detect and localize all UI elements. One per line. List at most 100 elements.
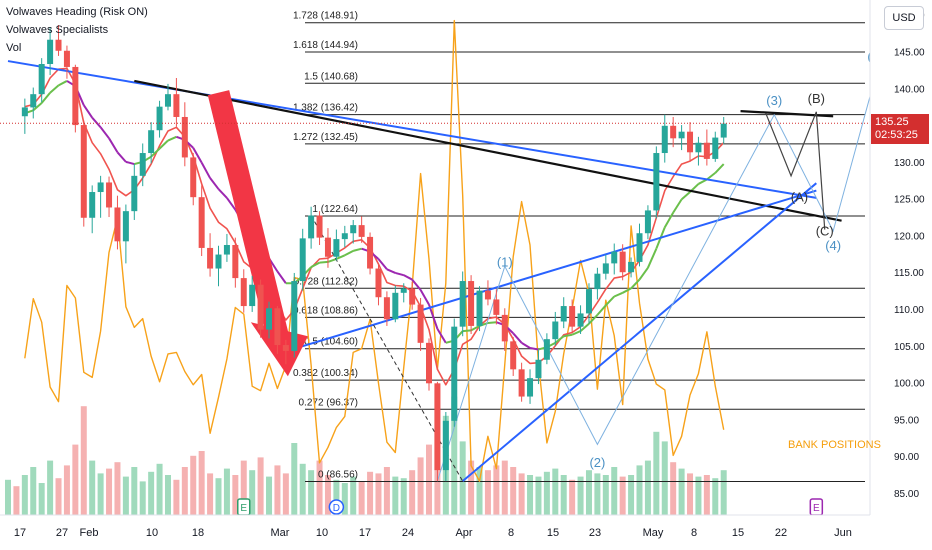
volume-bar xyxy=(89,460,96,515)
volume-bar xyxy=(527,475,534,515)
trend-ma-segment xyxy=(579,322,590,332)
volume-bar xyxy=(468,460,475,515)
candle-body xyxy=(333,239,340,257)
candle-body xyxy=(122,211,129,242)
event-marker-letter: D xyxy=(333,503,340,514)
candle-body xyxy=(543,339,550,360)
volume-bar xyxy=(577,476,584,515)
trend-ma-segment xyxy=(167,135,177,142)
wave-label: (2) xyxy=(589,455,605,470)
time-tick-label: 15 xyxy=(547,527,559,539)
volume-bar xyxy=(207,473,214,515)
candle-body xyxy=(375,268,382,298)
volume-bar xyxy=(215,478,222,515)
candle-body xyxy=(198,197,205,248)
price-tick-label: 125.00 xyxy=(894,195,925,206)
volume-bar xyxy=(636,465,643,515)
candle-body xyxy=(695,142,702,153)
volume-bar xyxy=(223,468,230,515)
time-tick-label: 8 xyxy=(508,527,514,539)
volume-bar xyxy=(190,455,197,515)
time-tick-label: 24 xyxy=(402,527,414,539)
legend-volwaves-specialists[interactable]: Volwaves Specialists xyxy=(6,24,109,36)
candle-body xyxy=(594,273,601,290)
fib-label: 0.728 (112.82) xyxy=(294,276,358,287)
candle-body xyxy=(139,153,146,176)
candle-body xyxy=(38,64,45,95)
wave-label: (3) xyxy=(766,93,782,108)
time-tick-label: 17 xyxy=(14,527,26,539)
price-tick-label: 130.00 xyxy=(894,158,925,169)
candle-body xyxy=(670,125,677,139)
volume-bar xyxy=(282,473,289,515)
wave-label: (A) xyxy=(791,190,808,205)
legend-volume[interactable]: Vol xyxy=(6,42,22,54)
trend-ma-segment xyxy=(192,147,203,164)
trend-ma-segment xyxy=(91,117,102,128)
volume-bar xyxy=(148,471,155,515)
trend-ma-segment xyxy=(335,254,346,260)
volume-bar xyxy=(687,473,694,515)
volume-bar xyxy=(367,471,374,515)
abc-correction-path xyxy=(765,111,826,230)
trend-ma-segment xyxy=(58,80,68,87)
candle-body xyxy=(628,261,635,273)
volume-bar xyxy=(703,475,710,515)
candle-body xyxy=(308,215,315,239)
blue-uptrend-1-line xyxy=(293,189,817,350)
candle-body xyxy=(703,142,710,159)
price-tick-label: 120.00 xyxy=(894,231,925,242)
price-tick-label: 95.00 xyxy=(894,415,919,426)
trend-ma-segment xyxy=(613,291,624,298)
currency-button[interactable]: USD xyxy=(884,6,924,30)
fib-label: 1 (122.64) xyxy=(312,204,358,215)
candle-body xyxy=(249,284,256,307)
candle-body xyxy=(409,288,416,305)
trend-ma-segment xyxy=(419,289,430,306)
trend-ma-segment xyxy=(714,163,725,174)
volume-bar xyxy=(249,470,256,515)
volume-bar xyxy=(560,475,567,515)
candle-body xyxy=(644,210,651,234)
candle-body xyxy=(190,157,197,198)
fib-label: 1.5 (140.68) xyxy=(304,71,358,82)
trend-ma-segment xyxy=(680,191,691,201)
time-tick-label: 10 xyxy=(316,527,328,539)
volume-bar xyxy=(47,460,54,515)
candle-body xyxy=(383,297,390,320)
dividend-event-icon xyxy=(328,499,345,515)
price-tick-label: 140.00 xyxy=(894,84,925,95)
candle-body xyxy=(510,341,517,370)
candle-body xyxy=(207,247,214,269)
volume-bar xyxy=(375,473,382,515)
trend-ma-segment xyxy=(395,271,404,277)
time-tick-label: 17 xyxy=(359,527,371,539)
fib-label: 0.5 (104.60) xyxy=(304,337,358,348)
bank-positions-label: BANK POSITIONS xyxy=(788,439,881,451)
candle-body xyxy=(678,131,685,139)
candle-body xyxy=(89,192,96,218)
volume-bar xyxy=(240,460,247,515)
volume-bar xyxy=(308,470,315,515)
trend-ma-segment xyxy=(521,341,531,349)
trend-ma-segment xyxy=(529,347,539,351)
volume-bar xyxy=(619,476,626,515)
volume-bar xyxy=(97,473,104,515)
candle-body xyxy=(636,233,643,262)
candle-body xyxy=(341,233,348,240)
volume-bar xyxy=(510,467,517,515)
candle-body xyxy=(687,131,694,153)
volume-bar xyxy=(333,479,340,515)
candle-body xyxy=(577,313,584,327)
trend-ma-segment xyxy=(319,260,329,264)
volume-bar xyxy=(291,443,298,515)
candle-body xyxy=(131,175,138,212)
time-tick-label: Jun xyxy=(834,527,852,539)
time-tick-label: 18 xyxy=(192,527,204,539)
trend-ma-segment xyxy=(276,270,287,284)
trend-ma-segment xyxy=(470,325,480,332)
trend-ma-segment xyxy=(150,147,161,158)
trend-ma-segment xyxy=(638,267,649,281)
legend-volwaves-heading[interactable]: Volwaves Heading (Risk ON) xyxy=(6,6,148,18)
